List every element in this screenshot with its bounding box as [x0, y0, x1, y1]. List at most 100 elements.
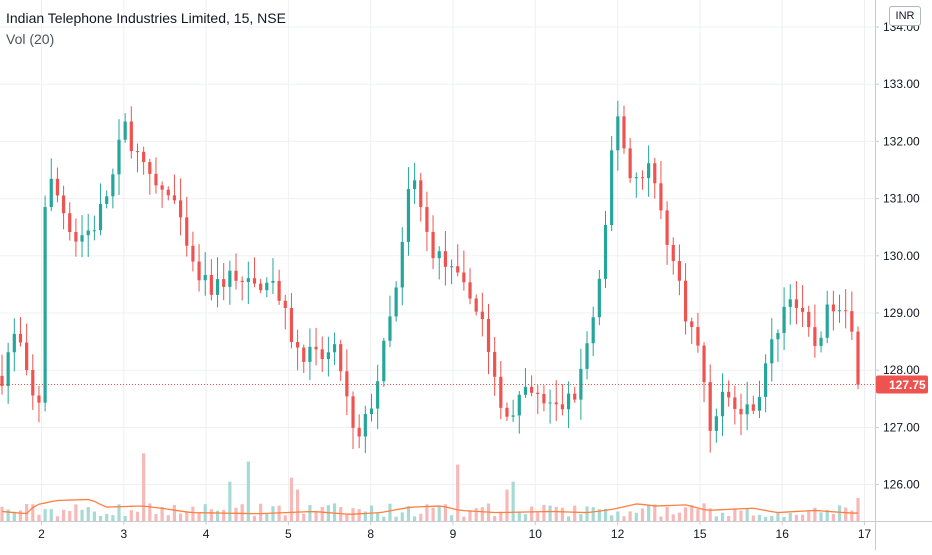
candle-body [129, 121, 133, 152]
volume-bar [696, 509, 700, 521]
volume-bar [252, 515, 257, 521]
candle-body [148, 162, 152, 174]
volume-bar [659, 516, 663, 521]
volume-bar [166, 515, 170, 521]
volume-bar [215, 510, 220, 521]
volume-bar [382, 516, 386, 521]
candle-body [197, 261, 201, 281]
y-tick-label: 129.00 [883, 306, 920, 320]
volume-bar [61, 509, 66, 521]
candle-body [18, 333, 23, 343]
symbol-title[interactable]: Indian Telephone Industries Limited, 15,… [6, 10, 286, 26]
volume-bar [135, 511, 140, 521]
volume-bar [764, 516, 768, 521]
volume-bar [499, 511, 503, 521]
volume-bar [111, 515, 115, 521]
x-tick-label: 4 [203, 527, 210, 541]
volume-bar [671, 514, 675, 521]
x-tick-label: 3 [120, 527, 127, 541]
candle-body [634, 177, 638, 179]
candle-body [788, 299, 792, 307]
candle-body [468, 282, 472, 299]
candle-body [610, 150, 614, 226]
candle-body [776, 332, 780, 340]
volume-bar [80, 509, 84, 521]
candle-body [55, 178, 60, 196]
candle-body [246, 278, 250, 283]
candle-body [733, 397, 737, 409]
volume-bar [708, 508, 712, 521]
volume-ma-polyline [1, 498, 858, 515]
candle-body [382, 340, 386, 382]
candle-body [400, 241, 404, 288]
volume-bar [98, 515, 103, 521]
volume-bar [74, 504, 78, 521]
candle-body [486, 319, 491, 352]
volume-bar [55, 516, 60, 521]
volume-bar [154, 514, 158, 521]
volume-bar [388, 503, 392, 521]
candle-body [302, 347, 306, 362]
candle-body [425, 207, 429, 232]
candle-body [105, 196, 109, 204]
volume-bar [49, 509, 53, 521]
volume-bar [616, 511, 620, 521]
volume-bar [123, 515, 127, 521]
candle-body [653, 163, 657, 184]
volume-bar [0, 506, 4, 521]
volume-bar [757, 515, 762, 521]
candle-body [628, 148, 632, 179]
volume-bar [554, 507, 558, 521]
volume-bar [844, 507, 848, 521]
volume-bar [720, 512, 725, 521]
volume-bar [18, 510, 23, 521]
candle-body [591, 317, 595, 344]
volume-bar [819, 512, 823, 521]
candle-body [683, 280, 688, 322]
volume-ma-line [1, 498, 858, 515]
volume-bar [289, 477, 294, 521]
candle-body [696, 327, 700, 346]
candle-body [530, 386, 534, 393]
candle-body [585, 343, 589, 369]
candle-body [462, 272, 466, 283]
volume-indicator-label[interactable]: Vol (20) [6, 31, 55, 47]
candle-body [345, 371, 349, 397]
volume-bar [419, 513, 423, 521]
volume-bar [610, 515, 614, 521]
volume-bar [585, 506, 589, 521]
volume-bar [443, 504, 447, 521]
volume-bar [517, 511, 521, 521]
volume-bar [413, 516, 417, 521]
volume-bar [406, 506, 411, 521]
candle-body [376, 381, 380, 409]
volume-bar [733, 509, 737, 521]
volume-bar [302, 513, 306, 521]
candle-body [659, 183, 663, 211]
volume-bar [751, 515, 755, 521]
y-tick-label: 131.00 [883, 192, 920, 206]
volume-bar [314, 512, 318, 521]
x-tick-label: 5 [285, 527, 292, 541]
volume-bar [462, 516, 466, 521]
candle-body [160, 185, 164, 190]
currency-button[interactable]: INR [889, 6, 921, 26]
chart-legend: Indian Telephone Industries Limited, 15,… [6, 8, 286, 50]
candle-body [764, 363, 768, 397]
candle-body [351, 396, 355, 428]
candle-body [449, 266, 454, 268]
volume-bar [209, 509, 213, 521]
candle-body [92, 230, 96, 232]
volume-bar [714, 516, 718, 521]
candle-body [43, 207, 47, 403]
candle-body [178, 200, 183, 218]
volume-bar [782, 516, 786, 521]
volume-bar [178, 513, 183, 521]
x-tick-label: 2 [38, 527, 45, 541]
last-price-tag [876, 375, 928, 394]
candle-body [751, 404, 755, 411]
volume-bar [228, 481, 232, 521]
volume-bar [431, 507, 435, 521]
